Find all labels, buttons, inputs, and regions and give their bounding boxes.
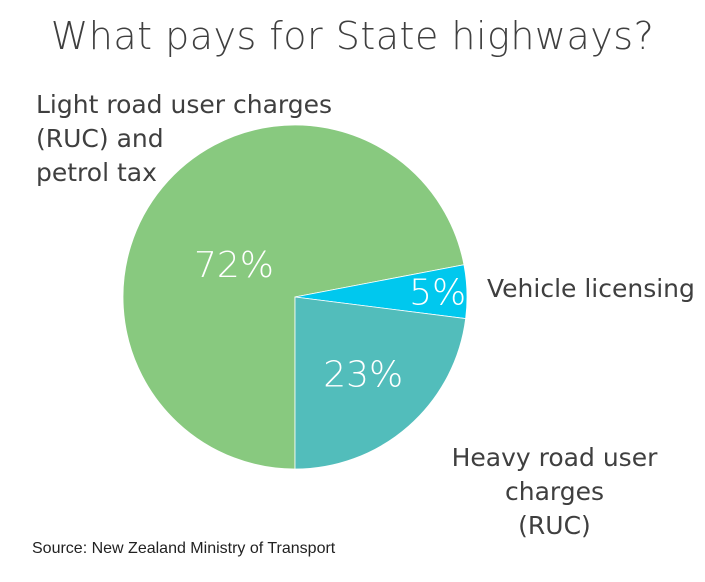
source-note: Source: New Zealand Ministry of Transpor… [32, 540, 336, 557]
slice-label-heavy-ruc: Heavy road user charges (RUC) [404, 441, 705, 543]
label-line: Vehicle licensing [487, 274, 695, 303]
label-line: (RUC) and [36, 124, 164, 153]
label-line: Heavy road user charges [451, 443, 658, 506]
slice-data-label: 23% [323, 354, 403, 395]
slice-label-light-ruc: Light road user charges (RUC) and petrol… [36, 88, 332, 190]
pie-slice [122, 124, 465, 470]
pie-slice [294, 296, 467, 470]
label-line: Light road user charges [36, 90, 332, 119]
label-line: petrol tax [36, 158, 157, 187]
chart-title: What pays for State highways? [50, 14, 655, 58]
slice-data-label: 5% [409, 273, 466, 314]
label-line: (RUC) [518, 511, 591, 540]
slice-data-label: 72% [194, 245, 274, 286]
slice-label-vehicle-licensing: Vehicle licensing [487, 272, 695, 306]
